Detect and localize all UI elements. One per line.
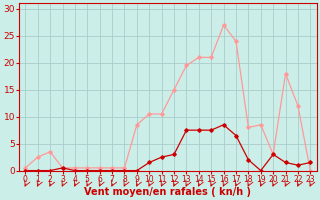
X-axis label: Vent moyen/en rafales ( kn/h ): Vent moyen/en rafales ( kn/h ) bbox=[84, 187, 251, 197]
